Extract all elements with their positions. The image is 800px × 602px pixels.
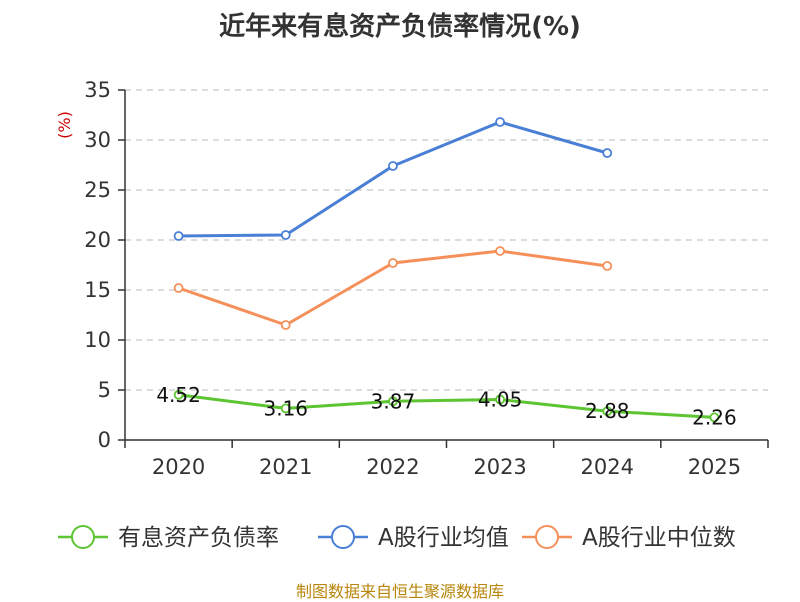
data-point: [280, 230, 291, 240]
legend-item: 有息资产负债率: [58, 525, 279, 551]
chart-title: 近年来有息资产负债率情况(%): [219, 12, 581, 42]
y-tick-label: 25: [84, 178, 111, 202]
legend-marker: [71, 525, 95, 549]
data-labels: 4.52 3.16 3.87 4.05 2.88 2.26: [156, 383, 736, 430]
data-point: [495, 246, 505, 256]
data-label: 2.88: [585, 399, 630, 423]
legend: 有息资产负债率 A股行业均值 A股行业中位数: [58, 525, 736, 551]
legend-marker: [535, 525, 559, 549]
data-point: [280, 403, 291, 414]
data-label: 3.87: [371, 389, 416, 413]
grid-lines: [125, 89, 768, 391]
data-point: [173, 389, 184, 400]
data-point: [388, 396, 398, 407]
y-tick-label: 30: [84, 128, 111, 152]
legend-label: A股行业中位数: [582, 525, 736, 551]
data-point: [173, 283, 184, 293]
series-line: [177, 393, 716, 419]
legend-label: A股行业均值: [378, 525, 509, 551]
y-tick-label: 20: [84, 228, 111, 252]
y-axis-unit-label: (%): [55, 111, 74, 139]
data-point: [388, 161, 398, 171]
x-tick-label: 2020: [152, 455, 205, 479]
x-tick-label: 2021: [259, 455, 312, 479]
x-tick-label: 2023: [473, 455, 526, 479]
source-note: 制图数据来自恒生聚源数据库: [295, 582, 504, 601]
data-point: [495, 117, 505, 127]
legend-item: A股行业均值: [318, 525, 509, 551]
data-point: [388, 258, 398, 268]
data-point: [602, 406, 613, 417]
data-label: 3.16: [263, 396, 308, 420]
y-tick-label: 35: [84, 78, 111, 102]
x-tick-label: 2025: [688, 455, 741, 479]
legend-item: A股行业中位数: [522, 525, 736, 551]
data-point: [173, 231, 184, 241]
y-tick-label: 5: [98, 378, 111, 402]
data-label: 4.05: [478, 388, 523, 412]
data-point: [602, 261, 613, 271]
legend-label: 有息资产负债率: [118, 525, 279, 551]
legend-marker: [331, 525, 355, 549]
series-lines: [173, 117, 720, 423]
data-label: 2.26: [692, 405, 737, 429]
y-tick-label: 10: [84, 328, 111, 352]
series-line: [177, 120, 609, 238]
data-point: [495, 394, 505, 405]
data-point: [280, 320, 291, 330]
x-tick-label: 2024: [581, 455, 634, 479]
data-point: [602, 148, 613, 158]
y-tick-label: 15: [84, 278, 111, 302]
data-point: [709, 412, 720, 423]
x-tick-label: 2022: [366, 455, 419, 479]
data-label: 4.52: [156, 383, 201, 407]
y-tick-label: 0: [98, 428, 111, 452]
